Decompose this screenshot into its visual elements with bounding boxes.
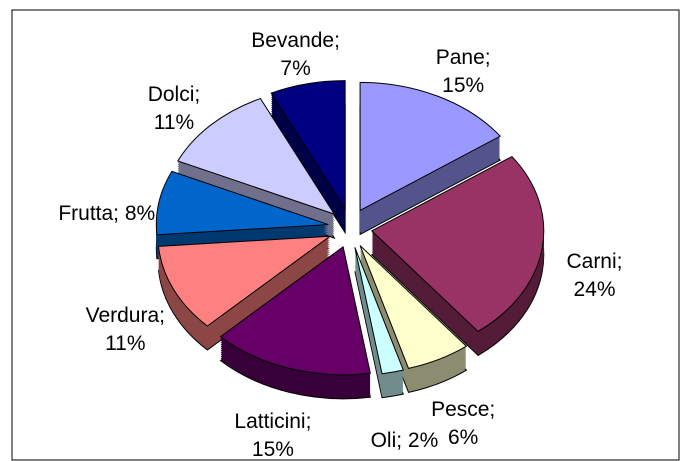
data-label: Bevande; 7% (251, 28, 340, 80)
slice: Dolci (177, 97, 336, 216)
slice: Bevande (270, 80, 346, 211)
chart-frame (11, 9, 680, 461)
slice: Verdura (157, 235, 332, 327)
data-label: Latticini; 15% (234, 410, 312, 461)
data-label: Pesce; 6% (431, 397, 496, 449)
slice: Frutta (155, 170, 329, 236)
data-label: Frutta; 8% (58, 201, 156, 225)
slice: Carni (370, 155, 545, 333)
data-label: Carni; 24% (566, 250, 623, 302)
data-label: Dolci; 11% (147, 83, 201, 135)
slice: Pesce (359, 245, 468, 369)
slice: Latticini (219, 245, 371, 376)
slice: Oli (354, 247, 404, 375)
data-label: Verdura; 11% (85, 304, 165, 356)
data-label: Pane; 15% (435, 46, 491, 97)
data-label: Oli; 2% (370, 429, 439, 453)
slice: Pane (359, 81, 502, 212)
